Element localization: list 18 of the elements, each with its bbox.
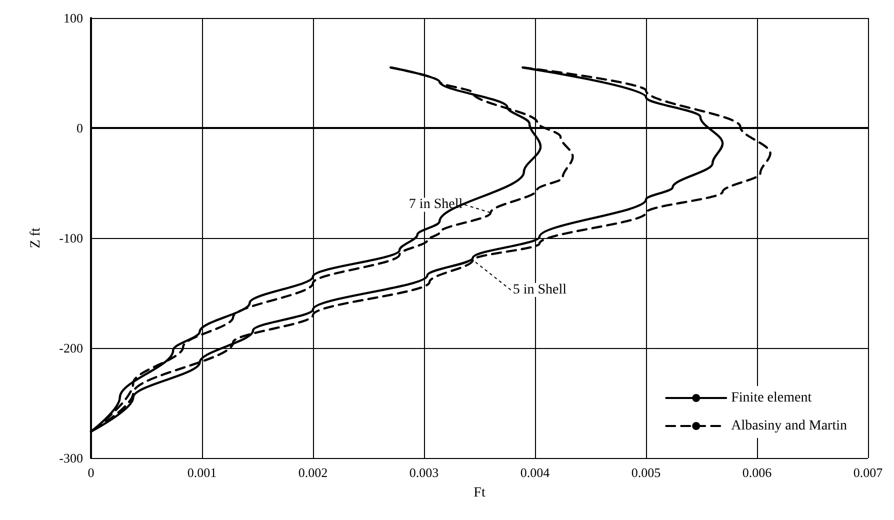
y-tick-label: 100 (64, 10, 83, 26)
y-tick-label: -300 (59, 450, 83, 466)
y-tick-label: -100 (59, 230, 83, 246)
y-tick-label: -200 (59, 340, 83, 356)
y-tick-label: 0 (76, 120, 83, 136)
x-tick-label: 0.007 (853, 465, 884, 480)
legend-label: Albasiny and Martin (731, 418, 848, 434)
y-axis-title: Z ft (28, 228, 44, 248)
x-tick-label: 0.004 (520, 465, 550, 480)
x-tick-label: 0.001 (187, 465, 217, 480)
x-tick-label: 0.002 (298, 465, 328, 480)
x-tick-label: 0.003 (409, 465, 439, 480)
x-axis-title: Ft (474, 486, 486, 500)
x-tick-label: 0.005 (631, 465, 661, 480)
annotation: 5 in Shell (512, 282, 567, 298)
x-tick-label: 0 (88, 465, 94, 480)
x-tick-label: 0.006 (742, 465, 772, 480)
legend-label: Finite element (731, 390, 812, 406)
